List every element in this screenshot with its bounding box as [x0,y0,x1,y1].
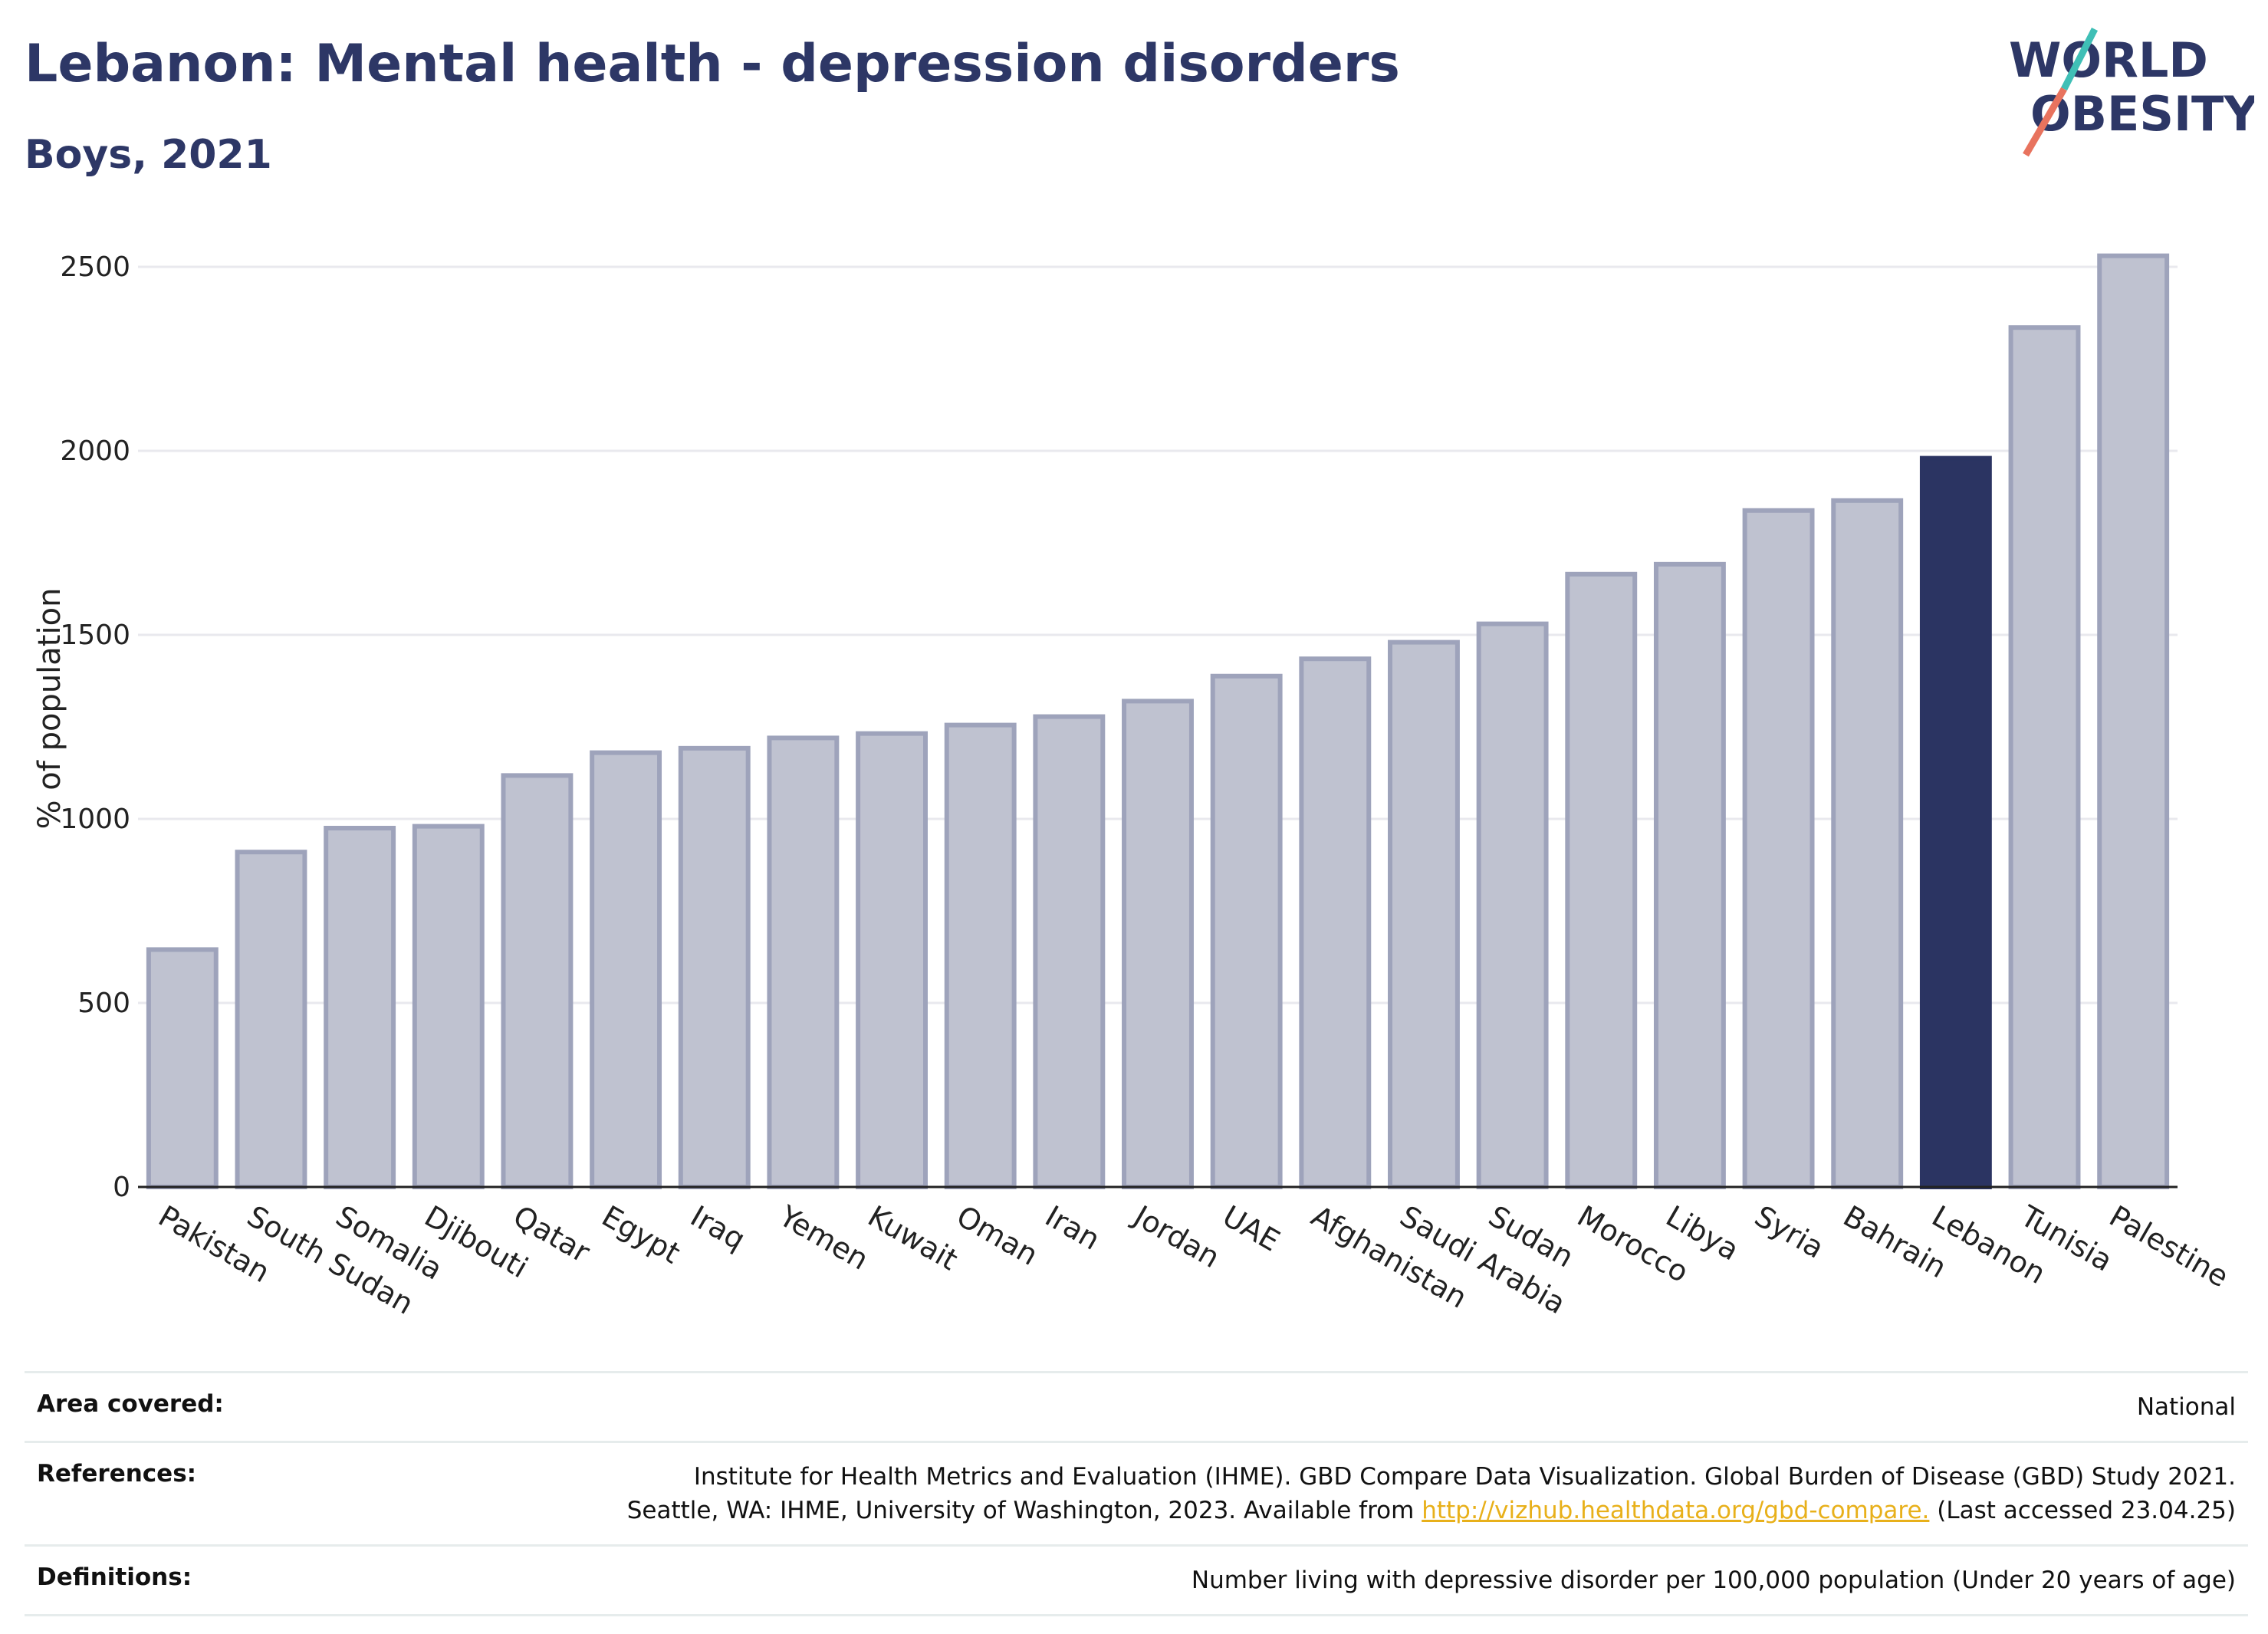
bar-syria [1742,508,1815,1189]
bar-uae [1210,673,1283,1189]
x-tick-label: Iraq [685,1199,751,1257]
bar-libya [1653,561,1726,1189]
bar-iran [1033,714,1106,1189]
area-row: Area covered: National [25,1371,2248,1441]
references-line2-pre: Seattle, WA: IHME, University of Washing… [626,1497,1422,1524]
bar-somalia [324,826,396,1189]
logo-line1: WORLD [2009,32,2208,88]
area-value: National [2136,1393,2236,1421]
bar-jordan [1122,699,1194,1189]
references-label: References: [37,1460,197,1488]
bars [146,253,2170,1190]
x-tick-label: Syria [1749,1199,1829,1265]
bar-oman [944,722,1017,1189]
bar-kuwait [856,731,928,1189]
x-tick-label: Iran [1040,1199,1106,1257]
x-tick-label: Oman [951,1199,1044,1272]
references-value: Institute for Health Metrics and Evaluat… [627,1460,2236,1527]
y-tick-label: 1500 [60,620,130,651]
bar-yemen [767,735,840,1189]
y-axis-ticks: 0 500 1000 1500 2000 2500 [60,252,130,1203]
references-link[interactable]: http://vizhub.healthdata.org/gbd-compare… [1422,1497,1930,1524]
bar-tunisia [2008,325,2081,1190]
references-line2-post: (Last accessed 23.04.25) [1929,1497,2236,1524]
y-tick-label: 2500 [60,252,130,283]
x-tick-label: Yemen [773,1198,874,1277]
x-tick-label: Palestine [2104,1199,2234,1294]
x-tick-label: Jordan [1127,1198,1225,1275]
bar-sudan [1476,621,1549,1189]
bar-djibouti [412,824,485,1189]
bar-lebanon [1919,455,1992,1189]
bar-morocco [1565,571,1638,1189]
y-tick-label: 1000 [60,804,130,835]
y-tick-label: 2000 [60,436,130,467]
bar-bahrain [1831,498,1904,1189]
x-tick-label: Kuwait [863,1199,964,1277]
area-label: Area covered: [37,1390,224,1418]
y-tick-label: 500 [77,988,130,1019]
bar-egypt [590,750,662,1189]
logo-slash-teal [2060,27,2099,91]
bar-palestine [2097,253,2170,1190]
bar-iraq [678,745,751,1189]
x-tick-label: UAE [1217,1199,1285,1258]
definitions-row: Definitions: Number living with depressi… [25,1544,2248,1616]
info-table: Area covered: National References: Insti… [25,1371,2248,1616]
chart-subtitle: Boys, 2021 [25,132,272,178]
references-row: References: Institute for Health Metrics… [25,1441,2248,1544]
y-tick-label: 0 [113,1172,130,1203]
logo-slash-coral [2023,87,2067,157]
logo-line2: OBESITY [2030,86,2254,142]
definitions-value: Number living with depressive disorder p… [1191,1567,2236,1594]
bar-qatar [501,773,574,1189]
references-line1: Institute for Health Metrics and Evaluat… [693,1463,2236,1491]
bar-afghanistan [1299,656,1372,1189]
bar-saudi-arabia [1388,639,1460,1189]
bar-pakistan [146,947,219,1190]
chart-title: Lebanon: Mental health - depression diso… [25,34,1400,94]
world-obesity-logo: WORLD OBESITY [2009,27,2254,157]
x-tick-label: Egypt [597,1199,686,1271]
definitions-label: Definitions: [37,1563,192,1591]
bar-south-sudan [235,850,307,1189]
y-axis-label: % of population [32,588,67,830]
